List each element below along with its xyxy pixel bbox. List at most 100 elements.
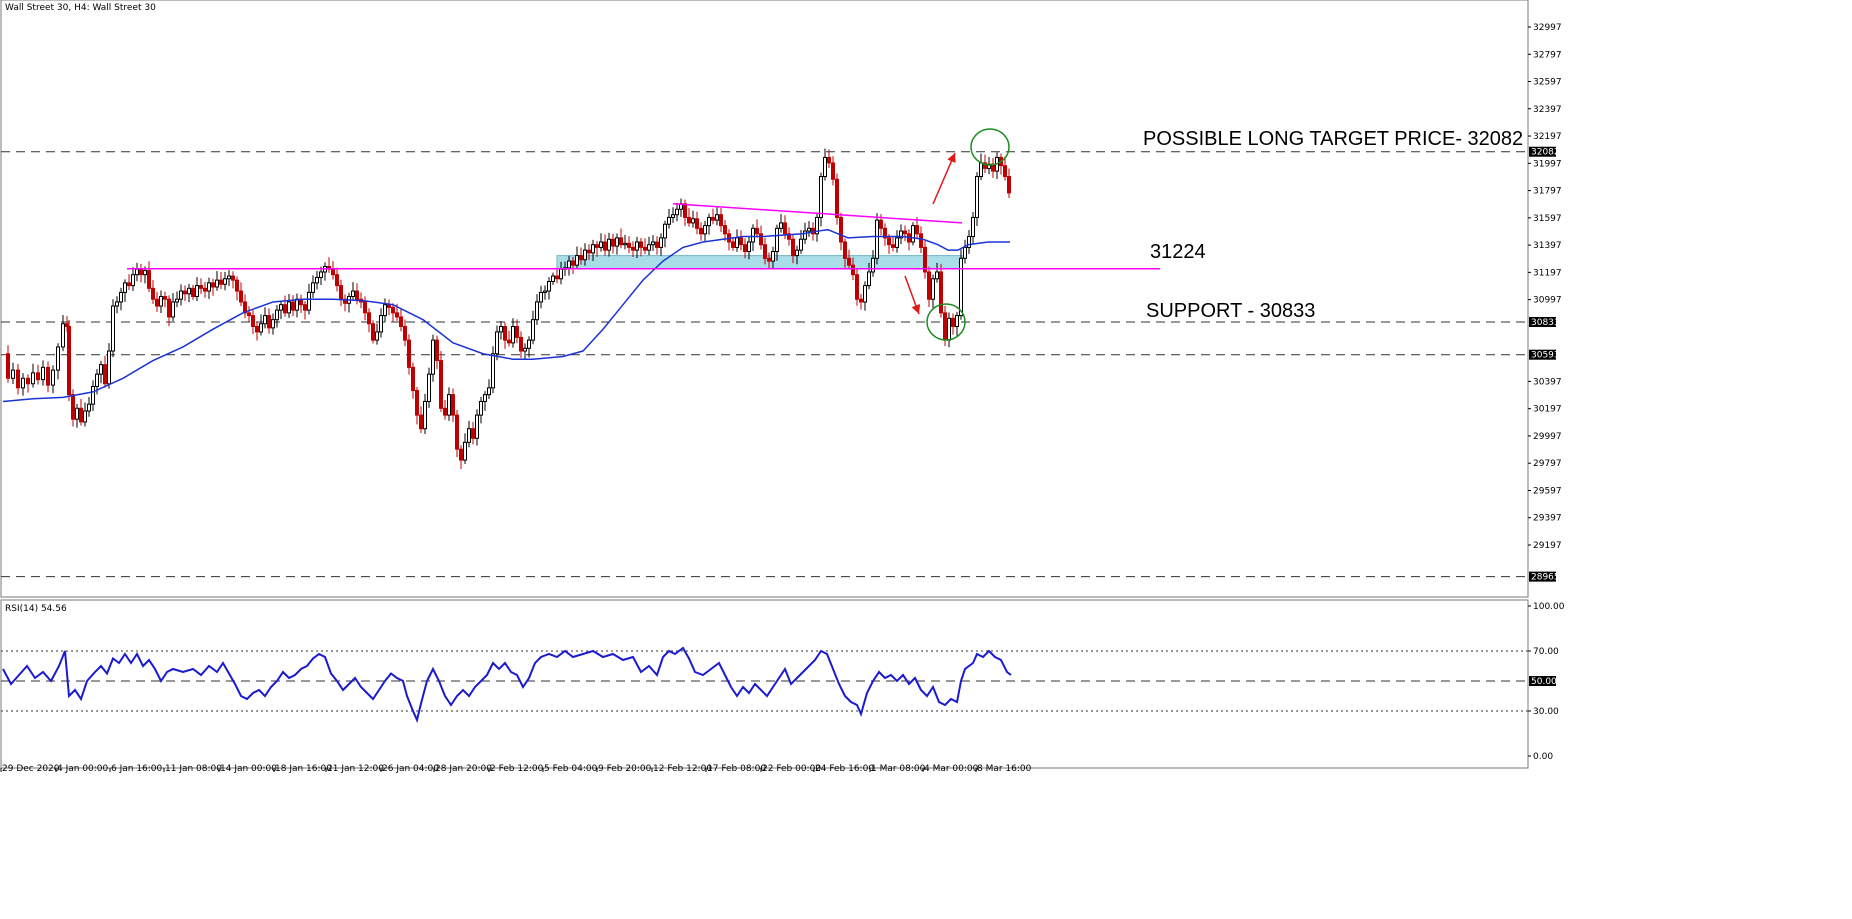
candle-down [835,178,839,218]
candle-up [567,260,571,269]
candle-up [447,394,451,416]
down-arrow [904,275,921,315]
candle-down [355,290,359,300]
up-arrow [932,152,956,205]
candle-down [767,257,771,262]
candle-up [751,227,755,243]
resistance-zone [556,255,963,270]
candle-down [515,325,519,338]
candle-up [819,176,823,218]
candle-up [591,244,595,254]
x-tick-label: 21 Jan 12:00 [327,764,384,774]
candle-up [523,347,527,352]
x-tick-label: 18 Jan 16:00 [275,764,332,774]
y-tick-label: 30397 [1533,377,1562,387]
candle-down [943,312,947,341]
candle-up [319,271,323,278]
candle-up [615,237,619,247]
candle-down [16,369,20,389]
candle-up [551,275,555,283]
price-label-box [1529,349,1556,360]
candle-down [251,315,255,327]
y-tick-label: 32997 [1533,23,1562,33]
x-tick-label: 2 Feb 12:00 [490,764,544,774]
candle-up [375,331,379,341]
y-tick-label: 31797 [1533,187,1562,197]
candle-up [671,214,675,218]
y-tick-label: 32397 [1533,105,1562,115]
candle-up [187,287,191,295]
candle-down [699,227,703,235]
candle-up [431,339,435,375]
candle-down [163,295,167,300]
candle-up [511,325,515,344]
candle-up [807,227,811,232]
candle-up [423,400,427,430]
candle-down [739,237,743,246]
candle-up [463,441,467,461]
candle-up [599,241,603,248]
candle-up [227,275,231,280]
candle-down [419,414,423,430]
candle-down [743,244,747,253]
candle-down [787,233,791,240]
price-label-box [1529,316,1556,327]
candle-up [663,223,667,239]
candle-up [223,278,227,285]
candle-up [979,162,983,178]
candle-down [919,233,923,248]
candle-down [855,274,859,300]
candle-down [983,162,987,169]
descending-trendline [672,203,963,224]
candle-up [279,304,283,311]
candle-up [735,237,739,248]
candle-up [975,176,979,218]
x-tick-label: 14 Jan 00:00 [220,764,277,774]
candle-down [711,216,715,221]
rsi-tick-label: 0.00 [1533,752,1553,762]
candle-down [387,304,391,308]
candle-up [967,236,971,248]
rsi-tick-label: 30.00 [1533,707,1559,717]
candle-down [619,237,623,246]
candle-down [399,316,403,327]
candle-up [527,339,531,349]
candle-down [391,306,395,314]
candle-down [1003,165,1007,178]
candle-down [67,325,71,396]
candle-down [231,275,235,281]
rsi-tick-label: 70.00 [1533,647,1559,657]
candle-up [31,372,35,385]
candle-down [147,270,151,289]
top-circle-marker [970,128,1010,166]
candle-up [499,325,503,333]
candle-up [287,301,291,314]
candle-down [587,249,591,254]
candle-up [531,319,535,341]
candle-up [467,428,471,443]
candle-up [87,403,91,412]
candle-up [867,271,871,287]
support-annotation: SUPPORT - 30833 [1146,300,1315,322]
candle-up [179,290,183,300]
candle-down [759,233,763,246]
candle-up [899,230,903,239]
x-tick-label: 4 Jan 00:00 [57,764,109,774]
candle-down [519,336,523,352]
candle-up [307,291,311,311]
rsi-price-label-box [1529,676,1556,686]
candle-down [46,366,50,386]
candle-down [927,271,931,300]
candle-up [691,218,695,224]
candle-down [267,315,271,329]
price-label: 28965 [1531,573,1560,583]
x-tick-label: 28 Jan 20:00 [435,764,492,774]
candle-down [151,287,155,300]
candle-down [695,218,699,229]
x-tick-label: 9 Feb 20:00 [598,764,652,774]
candle-down [167,298,171,318]
x-tick-label: 29 Dec 2020 [2,764,60,774]
candle-up [427,373,431,402]
candle-down [247,312,251,317]
candle-up [295,298,299,311]
